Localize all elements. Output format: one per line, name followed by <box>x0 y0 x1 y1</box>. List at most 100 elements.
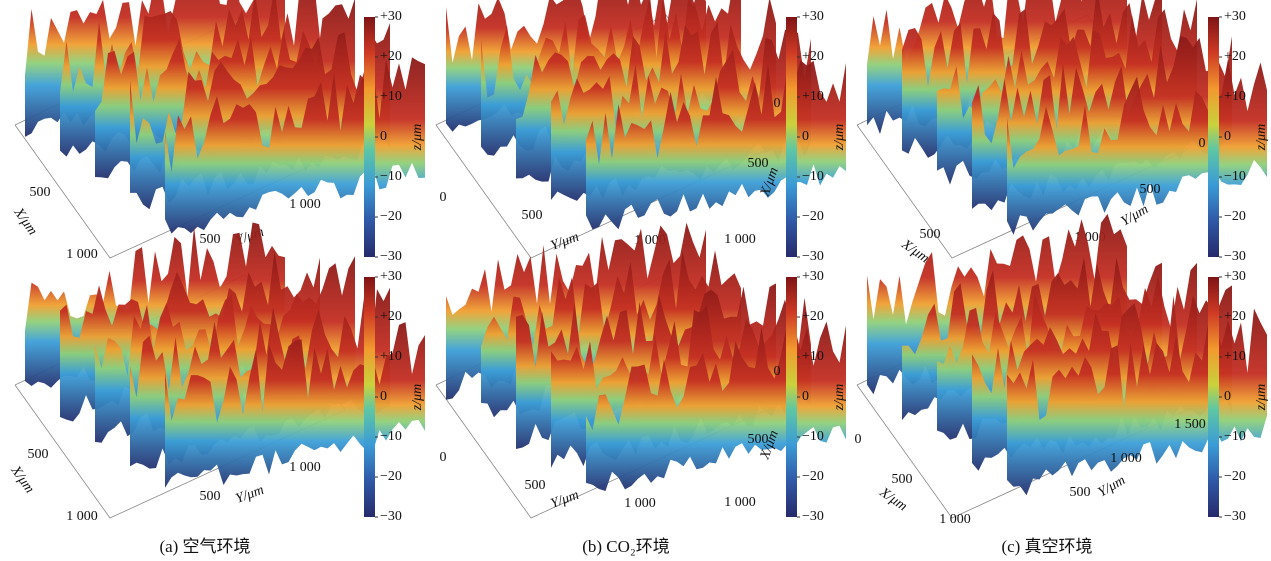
colorbar-label: z/μm <box>832 124 847 151</box>
axis-label: X/μm <box>876 485 910 515</box>
surface <box>1007 59 1267 235</box>
colorbar-tick-label: +10 <box>380 349 402 364</box>
colorbar-tick-label: −20 <box>1224 209 1246 224</box>
surface <box>1007 308 1267 496</box>
colorbar <box>364 277 375 517</box>
colorbar-tick-label: +20 <box>802 49 824 64</box>
colorbar <box>786 17 797 257</box>
colorbar-tick-label: −20 <box>802 469 824 484</box>
colorbar-tick-label: 0 <box>1224 389 1231 404</box>
axis-label: 500 <box>28 447 49 462</box>
colorbar-tick-label: +20 <box>1224 309 1246 324</box>
colorbar-tick-label: +10 <box>802 349 824 364</box>
axis-label: 500 <box>522 208 543 223</box>
colorbar-tick-label: 0 <box>1224 129 1231 144</box>
axis-label: 500 <box>892 472 913 487</box>
axis-label: 1 000 <box>66 509 98 524</box>
surface-plot <box>14 222 425 519</box>
colorbar-tick-label: +30 <box>380 9 402 24</box>
axis-label: 500 <box>748 156 769 171</box>
axis-label: 500 <box>1140 182 1161 197</box>
surface-plot <box>435 222 846 519</box>
colorbar-label: z/μm <box>1254 384 1269 411</box>
axis-label: 1 000 <box>724 495 756 510</box>
colorbar <box>786 277 797 517</box>
colorbar-label: z/μm <box>1254 124 1269 151</box>
colorbar-tick-label: −20 <box>380 209 402 224</box>
axis-label: 1 000 <box>624 496 656 511</box>
colorbar <box>1208 277 1219 517</box>
axis-label: Y/μm <box>234 483 266 507</box>
axis-label: 1 000 <box>724 232 756 247</box>
colorbar-tick-label: +10 <box>380 89 402 104</box>
colorbar-tick-label: +20 <box>802 309 824 324</box>
axis-label: Y/μm <box>1119 202 1151 229</box>
axis-label: X/μm <box>10 205 40 239</box>
caption: (a) 空气环境 <box>159 537 250 556</box>
axis-label: 500 <box>200 232 221 247</box>
surface <box>586 321 846 491</box>
axis-label: 1 000 <box>1110 451 1142 466</box>
colorbar-tick-label: +20 <box>380 309 402 324</box>
axis-label: 500 <box>525 478 546 493</box>
colorbar-tick-label: 0 <box>802 129 809 144</box>
axis-label: 1 000 <box>939 512 971 527</box>
colorbar-tick-label: −30 <box>802 509 824 524</box>
axis-label: 0 <box>774 364 781 379</box>
colorbar-tick-label: +20 <box>1224 49 1246 64</box>
surface <box>165 322 425 488</box>
colorbar-tick-label: −30 <box>380 509 402 524</box>
colorbar-tick-label: −30 <box>380 249 402 264</box>
axis-label: 0 <box>440 450 447 465</box>
colorbar-tick-label: +30 <box>802 9 824 24</box>
axis-label: 0 <box>774 96 781 111</box>
colorbar-tick-label: −30 <box>1224 509 1246 524</box>
surface-plot <box>435 0 846 259</box>
axis-label: 0 <box>855 432 862 447</box>
colorbar-tick-label: −20 <box>802 209 824 224</box>
colorbar-tick-label: −10 <box>1224 169 1246 184</box>
axis-label: 500 <box>30 185 51 200</box>
colorbar-tick-label: 0 <box>380 129 387 144</box>
axis-label: 0 <box>1199 136 1206 151</box>
surface-plot <box>856 213 1267 519</box>
colorbar-tick-label: −10 <box>802 169 824 184</box>
colorbar-tick-label: +30 <box>802 269 824 284</box>
colorbar-tick-label: −20 <box>380 469 402 484</box>
axis-label: 1 500 <box>1174 417 1206 432</box>
axis-label: X/μm <box>7 463 37 497</box>
colorbar <box>364 17 375 257</box>
surface-plot <box>856 0 1267 259</box>
surface <box>586 60 846 230</box>
axis-label: 500 <box>748 432 769 447</box>
colorbar-tick-label: −30 <box>802 249 824 264</box>
colorbar-tick-label: +30 <box>1224 9 1246 24</box>
axis-label: 1 000 <box>289 197 321 212</box>
colorbar-tick-label: +10 <box>1224 89 1246 104</box>
axis-label: Y/μm <box>549 230 581 254</box>
axis-label: Y/μm <box>549 488 581 512</box>
axis-label: 500 <box>920 227 941 242</box>
caption: (c) 真空环境 <box>1001 537 1092 556</box>
colorbar-tick-label: −30 <box>1224 249 1246 264</box>
colorbar-tick-label: +30 <box>1224 269 1246 284</box>
axis-label: 1 000 <box>66 247 98 262</box>
colorbar-tick-label: −20 <box>1224 469 1246 484</box>
colorbar-tick-label: −10 <box>802 429 824 444</box>
colorbar-tick-label: +10 <box>802 89 824 104</box>
colorbar-tick-label: 0 <box>802 389 809 404</box>
axis-label: 500 <box>200 489 221 504</box>
colorbar-tick-label: −10 <box>380 429 402 444</box>
axis-label: 0 <box>440 190 447 205</box>
surface <box>165 57 425 234</box>
colorbar-label: z/μm <box>410 124 425 151</box>
colorbar-tick-label: −10 <box>1224 429 1246 444</box>
colorbar-label: z/μm <box>832 384 847 411</box>
surface-plot <box>14 0 425 259</box>
colorbar-tick-label: −10 <box>380 169 402 184</box>
colorbar <box>1208 17 1219 257</box>
colorbar-label: z/μm <box>410 384 425 411</box>
axis-label: Y/μm <box>1096 473 1128 500</box>
caption: (b) CO₂环境 <box>582 537 670 556</box>
